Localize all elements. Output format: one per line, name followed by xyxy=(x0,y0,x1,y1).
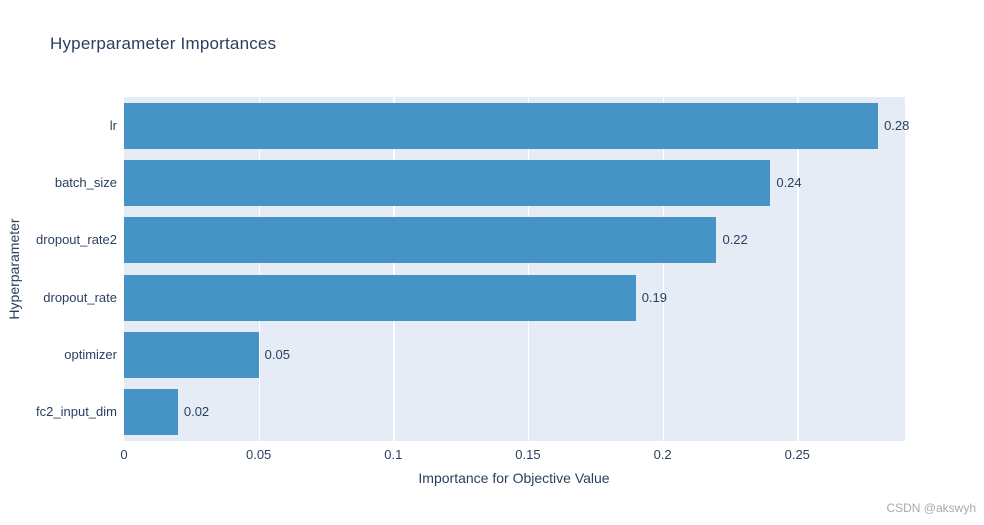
bar-dropout_rate2 xyxy=(124,217,717,264)
bar-dropout_rate xyxy=(124,274,636,321)
gridline xyxy=(662,97,665,441)
x-tick-label-0.25: 0.25 xyxy=(784,447,810,462)
bar-value-label: 0.05 xyxy=(264,347,290,362)
x-tick-label-0.15: 0.15 xyxy=(515,447,541,462)
gridline xyxy=(258,97,261,441)
bar-value-label: 0.28 xyxy=(884,117,910,133)
y-tick-label-lr: lr xyxy=(109,117,117,133)
x-tick-label-0: 0 xyxy=(120,447,128,462)
y-tick-label-batch_size: batch_size xyxy=(54,175,117,190)
gridline xyxy=(393,97,395,441)
bar-value-label: 0.24 xyxy=(776,175,802,190)
y-tick-label-dropout_rate: dropout_rate xyxy=(43,289,117,305)
bar-fc2_input_dim xyxy=(124,389,178,436)
y-tick-label-fc2_input_dim: fc2_input_dim xyxy=(36,404,117,420)
x-tick-label-0.2: 0.2 xyxy=(653,447,672,462)
bar-value-label: 0.02 xyxy=(183,404,210,420)
chart-title: Hyperparameter Importances xyxy=(50,34,277,53)
x-tick-label-0.1: 0.1 xyxy=(384,447,403,462)
plot-area: 0.28 0.24 0.22 0.19 0.05 0.02 xyxy=(124,97,909,441)
gridline xyxy=(797,97,799,441)
watermark: CSDN @akswyh xyxy=(886,501,976,515)
x-tick-label-0.05: 0.05 xyxy=(245,447,272,462)
bar-value-label: 0.22 xyxy=(722,232,748,248)
bar-value-label: 0.19 xyxy=(641,289,667,305)
x-axis-title: Importance for Objective Value xyxy=(418,470,610,486)
bar-batch_size xyxy=(124,160,771,206)
bar-lr xyxy=(124,102,879,149)
y-tick-label-dropout_rate2: dropout_rate2 xyxy=(36,232,117,248)
y-tick-label-optimizer: optimizer xyxy=(64,347,117,362)
bar-optimizer xyxy=(124,332,259,378)
gridline xyxy=(527,97,530,441)
